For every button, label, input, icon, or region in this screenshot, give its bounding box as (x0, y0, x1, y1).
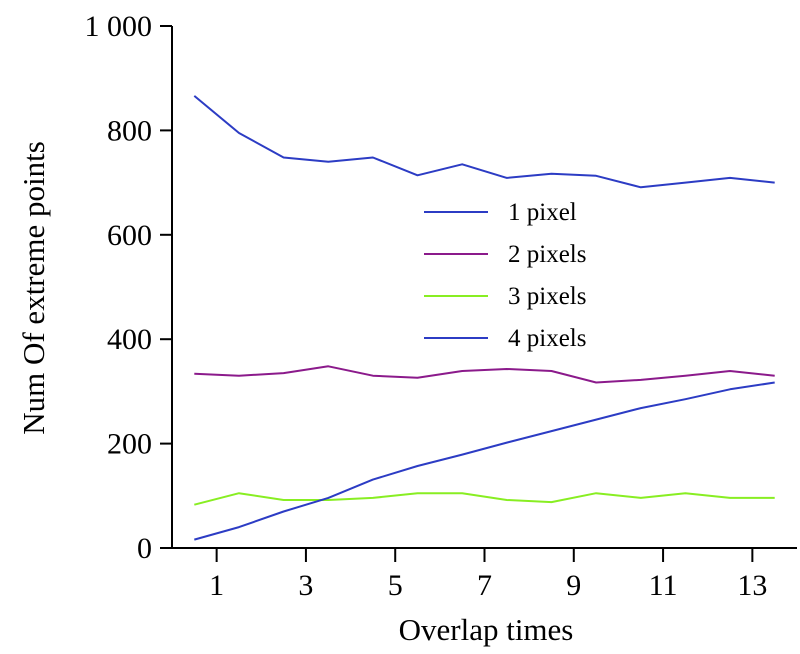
legend-label: 1 pixel (508, 199, 577, 226)
y-axis-title: Num Of extreme points (16, 141, 51, 435)
x-axis-title: Overlap times (399, 612, 574, 647)
x-tick-label: 11 (649, 569, 678, 602)
legend: 1 pixel 2 pixels 3 pixels 4 pixels (424, 199, 586, 352)
x-tick-label: 5 (388, 569, 403, 602)
legend-label: 4 pixels (508, 325, 586, 352)
series-line-1 (193, 95, 775, 189)
series-lines (193, 95, 775, 541)
series-line-3 (194, 492, 775, 506)
legend-label: 2 pixels (508, 241, 586, 268)
axes (171, 26, 797, 549)
y-tick-label: 1 000 (85, 10, 153, 43)
series-line-4 (194, 381, 775, 541)
y-tick-label: 800 (107, 114, 152, 147)
series-line-2 (194, 365, 775, 384)
y-tick-label: 600 (107, 219, 152, 252)
x-tick-label: 3 (298, 569, 313, 602)
y-tick-label: 400 (107, 323, 152, 356)
x-ticks: 1 3 5 7 9 11 13 (209, 548, 767, 602)
legend-label: 3 pixels (508, 283, 586, 310)
y-ticks: 0 200 400 600 800 1 000 (85, 10, 172, 565)
x-tick-label: 9 (566, 569, 581, 602)
x-tick-label: 13 (737, 569, 767, 602)
y-tick-label: 0 (137, 532, 152, 565)
x-tick-label: 1 (209, 569, 224, 602)
x-tick-label: 7 (477, 569, 492, 602)
y-tick-label: 200 (107, 428, 152, 461)
